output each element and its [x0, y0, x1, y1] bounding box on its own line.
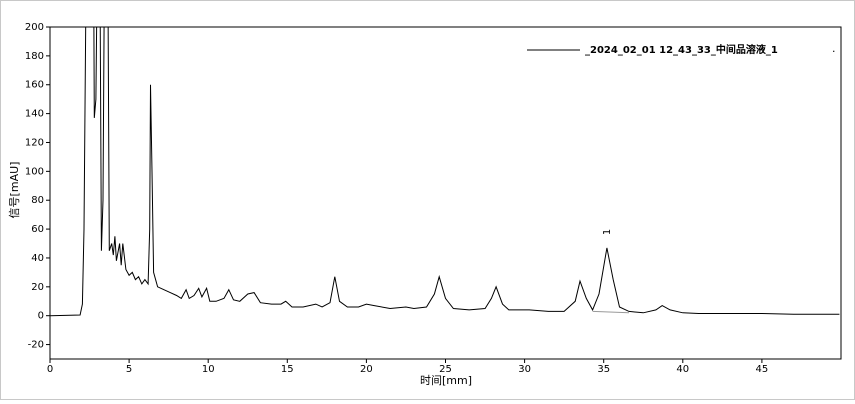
- peak-label: 1: [602, 229, 613, 235]
- y-axis-label: 信号[mAU]: [8, 162, 21, 219]
- baseline: [592, 310, 630, 314]
- y-tick-label: 20: [31, 282, 44, 293]
- legend-dot: .: [832, 42, 836, 55]
- x-tick-label: 30: [518, 364, 531, 375]
- x-tick-label: 35: [597, 364, 610, 375]
- y-tick-label: 80: [31, 195, 44, 206]
- x-tick-label: 20: [360, 364, 373, 375]
- y-tick-label: 0: [38, 311, 44, 322]
- x-tick-label: 45: [756, 364, 769, 375]
- x-tick-label: 5: [126, 364, 132, 375]
- x-tick-label: 15: [281, 364, 294, 375]
- y-tick-label: 200: [25, 22, 44, 33]
- y-tick-label: 180: [25, 51, 44, 62]
- y-tick-label: 160: [25, 80, 44, 91]
- y-tick-label: 140: [25, 109, 44, 120]
- legend-label: _2024_02_01 12_43_33_中间品溶液_1: [585, 43, 778, 56]
- y-tick-label: -20: [28, 340, 44, 351]
- plot-frame: [49, 26, 842, 360]
- y-tick-label: 100: [25, 166, 44, 177]
- x-tick-label: 25: [439, 364, 452, 375]
- y-tick-label: 60: [31, 224, 44, 235]
- trace: [50, 27, 840, 317]
- y-tick-label: 40: [31, 253, 44, 264]
- x-tick-label: 0: [47, 364, 53, 375]
- x-tick-label: 40: [676, 364, 689, 375]
- x-axis-label: 时间[mm]: [420, 374, 472, 387]
- x-tick-label: 10: [202, 364, 215, 375]
- y-tick-label: 120: [25, 137, 44, 148]
